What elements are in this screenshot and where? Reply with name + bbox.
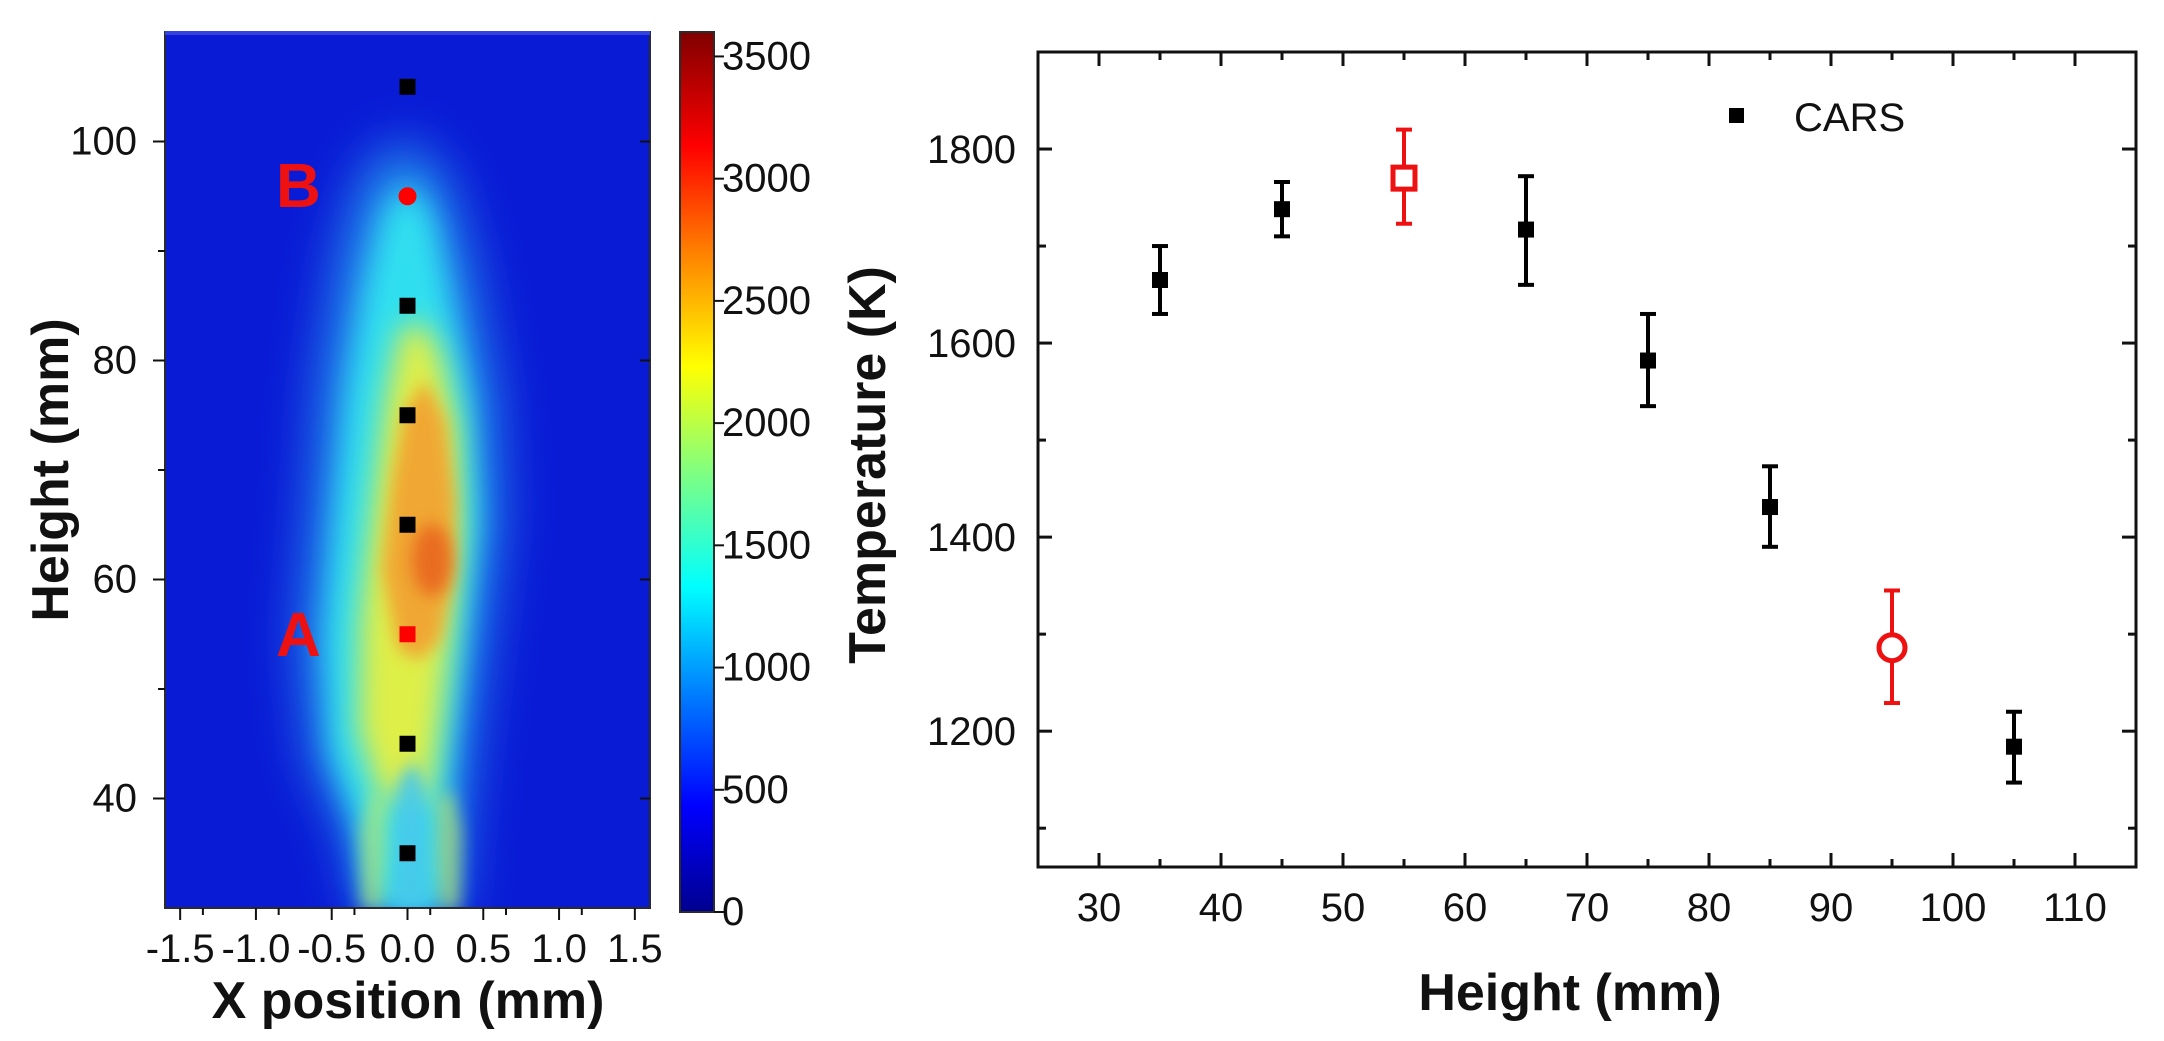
flame-hot-spot	[412, 524, 452, 596]
flame-left-leg	[360, 790, 388, 908]
data-point	[1390, 164, 1418, 192]
scatter-x-tick-label: 100	[1920, 886, 1987, 930]
colorbar: 0 500 1000 1500 2000 2500 3000 3500	[679, 31, 811, 934]
scatter-y-tick-label: 1600	[927, 322, 1016, 366]
heatmap-x-tick-label: 0.5	[455, 927, 511, 971]
colorbar-tick-label: 3000	[722, 157, 811, 201]
colorbar-ticks: 0 500 1000 1500 2000 2500 3000 3500	[714, 34, 811, 934]
series-1	[1390, 127, 1418, 226]
heatmap-x-axis-title: X position (mm)	[212, 972, 605, 1030]
colorbar-tick-label: 0	[722, 890, 744, 934]
heatmap-x-tick-label: -1.0	[221, 927, 290, 971]
heatmap-x-tick-label: -0.5	[297, 927, 366, 971]
scatter-axes: 30 40 50 60 70 80 90 100 110 1200 1400 1600 1800	[927, 52, 2136, 930]
scatter-x-tick-label: 50	[1321, 886, 1366, 930]
measurement-point	[399, 407, 416, 424]
data-point	[1640, 352, 1656, 369]
data-point	[1152, 272, 1168, 289]
scatter-y-tick-label: 1800	[927, 128, 1016, 172]
measurement-point	[399, 735, 416, 752]
measurement-point	[399, 516, 416, 533]
scatter-y-tick-label: 1200	[927, 710, 1016, 754]
measurement-point	[399, 626, 416, 643]
colorbar-tick-label: 3500	[722, 34, 811, 78]
scatter-x-tick-label: 70	[1565, 886, 1610, 930]
legend-marker	[1729, 108, 1744, 123]
scatter-x-tick-label: 110	[2043, 886, 2107, 930]
heatmap-y-tick-label: 40	[93, 777, 138, 821]
heatmap-x-tick-label: 1.5	[607, 927, 663, 971]
heatmap-measurement-points	[398, 78, 417, 862]
heatmap-y-tick-label: 60	[93, 558, 138, 602]
legend-label-cars: CARS	[1794, 96, 1905, 140]
scatter-y-tick-label: 1400	[927, 516, 1016, 560]
colorbar-tick-label: 1000	[722, 646, 811, 690]
measurement-point	[398, 187, 417, 206]
scatter-x-tick-label: 40	[1199, 886, 1244, 930]
scatter-panel: 30 40 50 60 70 80 90 100 110 1200 1400 1600 1800 CAR…	[839, 50, 2138, 1022]
colorbar-tick-label: 2000	[722, 401, 811, 445]
colorbar-gradient	[679, 31, 715, 913]
measurement-point	[399, 78, 416, 95]
scatter-x-tick-label: 80	[1687, 886, 1732, 930]
heatmap-y-axis-title: Height (mm)	[22, 318, 80, 621]
flame-right-leg	[436, 790, 462, 908]
heatmap-y-tick-label: 80	[93, 339, 138, 383]
heatmap-x-tick-label: -1.5	[146, 927, 215, 971]
data-point	[1518, 221, 1534, 238]
scatter-series	[1152, 127, 2022, 785]
flame-inner-cone	[390, 760, 432, 908]
scatter-x-tick-label: 90	[1809, 886, 1854, 930]
heatmap-x-tick-label: 0.0	[380, 927, 436, 971]
data-point	[1274, 201, 1290, 218]
data-point	[2006, 738, 2022, 755]
scatter-x-tick-label: 30	[1077, 886, 1122, 930]
legend: CARS	[1729, 96, 1905, 140]
colorbar-tick-label: 1500	[722, 523, 811, 567]
scatter-x-tick-label: 60	[1443, 886, 1488, 930]
scatter-plot-frame	[1036, 50, 2138, 869]
heatmap-annotations: AB	[276, 152, 321, 670]
series-2	[1876, 588, 1908, 706]
data-point	[1762, 499, 1778, 516]
data-point	[1876, 632, 1908, 664]
measurement-point	[399, 845, 416, 862]
measurement-point	[399, 297, 416, 314]
heatmap-y-tick-label: 100	[70, 120, 137, 164]
scatter-x-axis-title: Height (mm)	[1418, 964, 1721, 1022]
point-label-a: A	[276, 601, 321, 670]
heatmap-x-tick-label: 1.0	[531, 927, 587, 971]
scatter-y-axis-title: Temperature (K)	[839, 266, 897, 664]
point-label-b: B	[276, 152, 321, 221]
series-0	[1152, 174, 2022, 785]
heatmap-axes: -1.5 -1.0 -0.5 0.0 0.5 1.0 1.5 40 60 80 100	[70, 120, 662, 972]
colorbar-tick-label: 2500	[722, 279, 811, 323]
colorbar-tick-label: 500	[722, 768, 789, 812]
